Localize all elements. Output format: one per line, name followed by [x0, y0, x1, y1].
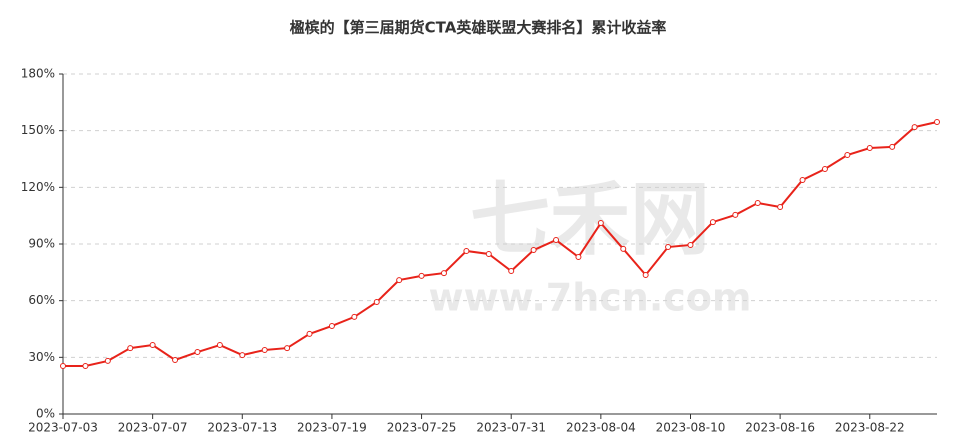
x-tick-label: 2023-07-25	[387, 421, 457, 435]
x-tick-label: 2023-07-31	[476, 421, 546, 435]
y-tick-label: 0%	[36, 407, 55, 421]
point	[216, 342, 223, 349]
point	[709, 219, 716, 226]
y-tick-label: 60%	[28, 293, 55, 307]
point	[60, 363, 66, 370]
point	[777, 203, 784, 210]
x-tick-label: 2023-07-19	[297, 421, 367, 435]
point	[934, 118, 940, 125]
point	[127, 345, 134, 352]
point	[396, 277, 403, 284]
point	[104, 357, 111, 364]
x-tick-label: 2023-07-03	[28, 421, 98, 435]
watermark-url: www.7hcn.com	[428, 276, 751, 320]
point	[418, 272, 425, 279]
point	[553, 237, 560, 244]
point	[508, 268, 515, 275]
point	[284, 345, 291, 352]
line	[63, 121, 938, 368]
point	[530, 247, 537, 254]
point	[687, 241, 694, 248]
x-tick-label: 2023-08-04	[566, 421, 636, 435]
y-tick-label: 180%	[21, 67, 55, 81]
x-tick-label: 2023-07-13	[207, 421, 277, 435]
y-tick-label: 30%	[28, 350, 55, 364]
x-tick-label: 2023-08-22	[835, 421, 905, 435]
point	[351, 313, 358, 320]
y-tick-label: 150%	[21, 123, 55, 137]
point	[866, 145, 873, 152]
point	[844, 152, 851, 159]
point	[239, 352, 246, 359]
point	[149, 342, 156, 349]
point	[261, 346, 268, 353]
point	[485, 251, 492, 258]
point	[306, 330, 313, 337]
point	[799, 176, 806, 183]
point	[642, 271, 649, 278]
point	[373, 298, 380, 305]
point	[463, 247, 470, 254]
point	[82, 363, 89, 370]
x-tick-label: 2023-07-07	[118, 421, 188, 435]
point	[440, 270, 447, 277]
chart-title: 楹槟的【第三届期货CTA英雄联盟大赛排名】累计收益率	[290, 19, 667, 37]
point	[889, 143, 896, 150]
point	[911, 124, 918, 131]
watermark-logo: 七禾网	[470, 173, 710, 266]
y-tick-label: 90%	[28, 237, 55, 251]
point	[597, 220, 604, 227]
point	[172, 356, 179, 363]
point	[575, 254, 582, 261]
point	[194, 349, 201, 356]
point	[732, 211, 739, 218]
point	[620, 245, 627, 252]
point	[328, 322, 335, 329]
point	[665, 244, 672, 251]
point	[754, 200, 761, 207]
x-tick-label: 2023-08-16	[745, 421, 815, 435]
y-tick-label: 120%	[21, 180, 55, 194]
x-tick-label: 2023-08-10	[656, 421, 726, 435]
point	[821, 166, 828, 173]
